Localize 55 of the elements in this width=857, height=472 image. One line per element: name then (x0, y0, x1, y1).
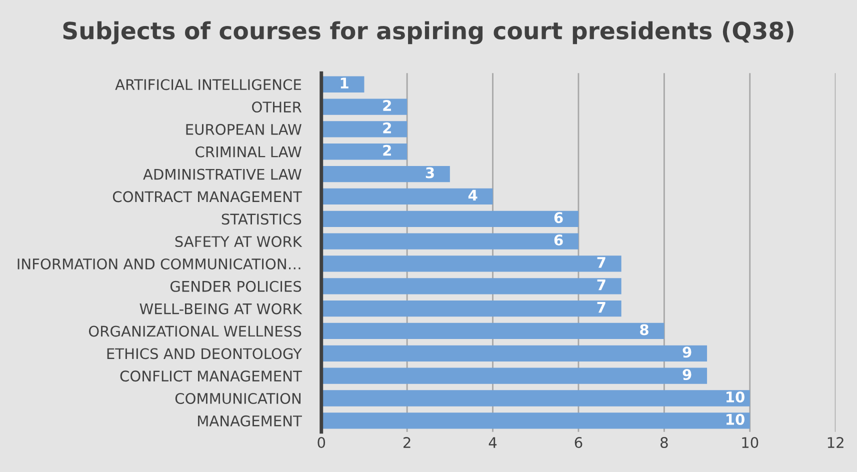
bar (321, 144, 408, 160)
data-label: 6 (554, 212, 563, 224)
bar (321, 188, 493, 205)
bar (321, 121, 408, 138)
data-label: 10 (726, 414, 744, 425)
bar (321, 210, 578, 227)
y-tick-label: EUROPEAN LAW (186, 124, 302, 135)
y-tick-label: CONTRACT MANAGEMENT (112, 191, 302, 202)
x-tick-label: 0 (318, 437, 326, 448)
data-label: 10 (726, 391, 744, 402)
data-label: 2 (383, 100, 391, 111)
bar (321, 322, 664, 340)
y-tick-label: INFORMATION AND COMMUNICATION… (18, 258, 300, 270)
bar (321, 278, 622, 294)
data-label: 2 (383, 122, 391, 134)
bar (321, 368, 708, 384)
x-tick-label: 12 (828, 437, 844, 448)
data-label: 9 (682, 369, 692, 380)
x-tick-label: 8 (660, 437, 668, 448)
data-label: 7 (597, 257, 606, 268)
bar (321, 390, 750, 406)
bar (321, 166, 450, 182)
bar (321, 256, 622, 272)
y-tick-label: ORGANIZATIONAL WELLNESS (88, 326, 302, 337)
y-tick-label: MANAGEMENT (198, 415, 302, 426)
x-tick-label: 6 (574, 437, 582, 448)
data-label: 8 (640, 324, 648, 336)
y-tick-label: STATISTICS (222, 214, 302, 225)
x-tick-label: 2 (404, 437, 410, 448)
data-label: 9 (682, 346, 692, 358)
data-label: 1 (340, 78, 348, 88)
data-label: 4 (468, 190, 478, 200)
data-label: 7 (597, 280, 606, 290)
y-tick-label: GENDER POLICIES (170, 280, 302, 292)
x-tick-label: 10 (742, 437, 758, 448)
bar (321, 412, 750, 429)
y-tick-label: OTHER (252, 102, 302, 113)
y-tick-label: CONFLICT MANAGEMENT (120, 370, 302, 382)
bar (321, 300, 622, 317)
y-tick-label: ETHICS AND DEONTOLOGY (107, 348, 302, 360)
bar (321, 345, 708, 362)
data-label: 2 (383, 144, 391, 156)
y-tick-label: ARTIFICIAL INTELLIGENCE (115, 79, 301, 90)
bar (321, 98, 408, 115)
bar (321, 233, 578, 250)
y-tick-label: COMMUNICATION (175, 392, 300, 404)
y-tick-label: SAFETY AT WORK (175, 236, 302, 248)
data-label: 6 (554, 234, 563, 246)
data-label: 3 (426, 167, 434, 178)
x-tick-label: 4 (488, 437, 497, 448)
y-tick-label: CRIMINAL LAW (196, 146, 302, 158)
y-tick-label: WELL-BEING AT WORK (140, 303, 302, 314)
data-label: 7 (597, 302, 606, 313)
y-tick-label: ADMINISTRATIVE LAW (143, 168, 302, 180)
chart-title: Subjects of courses for aspiring court presidents (Q38) (63, 21, 794, 44)
